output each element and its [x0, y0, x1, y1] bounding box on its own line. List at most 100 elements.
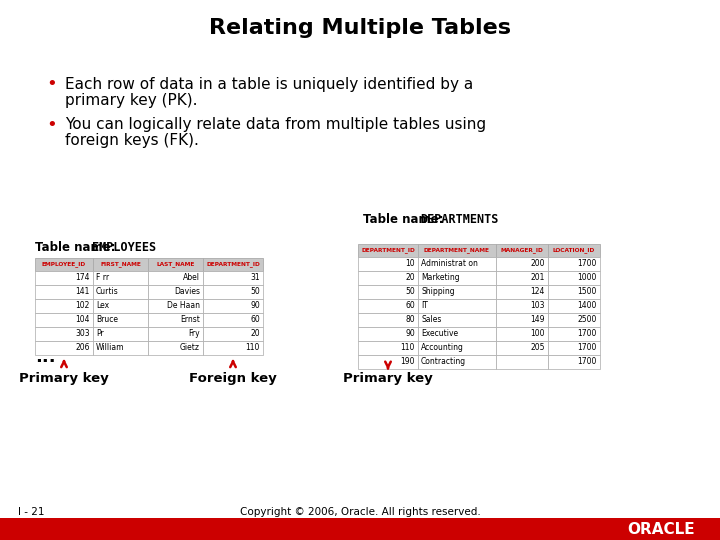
Text: Fry: Fry [189, 329, 200, 339]
Bar [548, 244, 600, 257]
Bar [418, 257, 496, 271]
Bar [496, 285, 548, 299]
Text: primary key (PK).: primary key (PK). [65, 92, 197, 107]
Text: LAST_NAME: LAST_NAME [156, 261, 194, 267]
Text: DEPARTMENT_ID: DEPARTMENT_ID [206, 261, 260, 267]
Text: Gietz: Gietz [180, 343, 200, 353]
Bar [358, 341, 418, 355]
Text: 102: 102 [76, 301, 90, 310]
Text: Abel: Abel [183, 273, 200, 282]
Bar [548, 257, 600, 271]
Bar [35, 271, 93, 285]
Text: Marketing: Marketing [421, 273, 459, 282]
Text: 1700: 1700 [577, 343, 597, 353]
Bar [203, 271, 263, 285]
Bar [358, 257, 418, 271]
Bar [548, 313, 600, 327]
Text: Contracting: Contracting [421, 357, 466, 367]
Bar [148, 285, 203, 299]
Bar [496, 244, 548, 257]
Text: I - 21: I - 21 [18, 507, 45, 517]
Text: 190: 190 [400, 357, 415, 367]
Text: 205: 205 [531, 343, 545, 353]
Text: 20: 20 [405, 273, 415, 282]
Bar [93, 285, 148, 299]
Text: Executive: Executive [421, 329, 458, 339]
Text: ...: ... [35, 348, 55, 366]
Bar [548, 285, 600, 299]
Text: 1500: 1500 [577, 287, 597, 296]
Text: Accounting: Accounting [421, 343, 464, 353]
Bar [496, 341, 548, 355]
Text: 303: 303 [76, 329, 90, 339]
Text: Ernst: Ernst [180, 315, 200, 325]
Bar [93, 299, 148, 313]
Bar [35, 313, 93, 327]
Bar [203, 313, 263, 327]
Text: Administrat on: Administrat on [421, 260, 478, 268]
Bar [496, 299, 548, 313]
Text: Lex: Lex [96, 301, 109, 310]
Text: 141: 141 [76, 287, 90, 296]
Text: 110: 110 [400, 343, 415, 353]
Bar [358, 244, 418, 257]
Text: Primary key: Primary key [19, 372, 109, 385]
Bar [148, 313, 203, 327]
Bar [148, 327, 203, 341]
Text: Sales: Sales [421, 315, 441, 325]
Bar [418, 285, 496, 299]
Bar [358, 313, 418, 327]
Text: 1700: 1700 [577, 329, 597, 339]
Text: 2500: 2500 [577, 315, 597, 325]
Bar [203, 327, 263, 341]
Bar [0, 518, 720, 540]
Bar [203, 299, 263, 313]
Text: DEPARTMENT_ID: DEPARTMENT_ID [361, 247, 415, 253]
Text: MANAGER_ID: MANAGER_ID [500, 247, 544, 253]
Bar [496, 271, 548, 285]
Text: DEPARTMENT_NAME: DEPARTMENT_NAME [424, 247, 490, 253]
Bar [418, 244, 496, 257]
Bar [203, 285, 263, 299]
Bar [358, 271, 418, 285]
Text: 1400: 1400 [577, 301, 597, 310]
Bar [496, 313, 548, 327]
Bar [203, 258, 263, 271]
Text: 10: 10 [405, 260, 415, 268]
Bar [548, 355, 600, 369]
Text: 60: 60 [251, 315, 260, 325]
Text: •: • [47, 116, 58, 134]
Text: IT: IT [421, 301, 428, 310]
Text: LOCATION_ID: LOCATION_ID [553, 247, 595, 253]
Bar [358, 355, 418, 369]
Text: Copyright © 2006, Oracle. All rights reserved.: Copyright © 2006, Oracle. All rights res… [240, 507, 480, 517]
Text: Curtis: Curtis [96, 287, 119, 296]
Text: 100: 100 [531, 329, 545, 339]
Bar [93, 258, 148, 271]
Bar [358, 327, 418, 341]
Bar [35, 341, 93, 355]
Text: Relating Multiple Tables: Relating Multiple Tables [209, 18, 511, 38]
Text: •: • [47, 75, 58, 93]
Text: 110: 110 [246, 343, 260, 353]
Bar [548, 271, 600, 285]
Bar [35, 258, 93, 271]
Text: Pr: Pr [96, 329, 104, 339]
Text: 174: 174 [76, 273, 90, 282]
Bar [148, 299, 203, 313]
Bar [148, 271, 203, 285]
Bar [418, 341, 496, 355]
Text: F rr: F rr [96, 273, 109, 282]
Bar [35, 327, 93, 341]
Text: foreign keys (FK).: foreign keys (FK). [65, 133, 199, 148]
Text: 50: 50 [405, 287, 415, 296]
Text: EMPLOYEES: EMPLOYEES [92, 241, 156, 254]
Text: De Haan: De Haan [167, 301, 200, 310]
Text: 80: 80 [405, 315, 415, 325]
Bar [93, 271, 148, 285]
Bar [35, 299, 93, 313]
Text: DEPARTMENTS: DEPARTMENTS [420, 213, 498, 226]
Text: 149: 149 [531, 315, 545, 325]
Text: Davies: Davies [174, 287, 200, 296]
Text: Shipping: Shipping [421, 287, 454, 296]
